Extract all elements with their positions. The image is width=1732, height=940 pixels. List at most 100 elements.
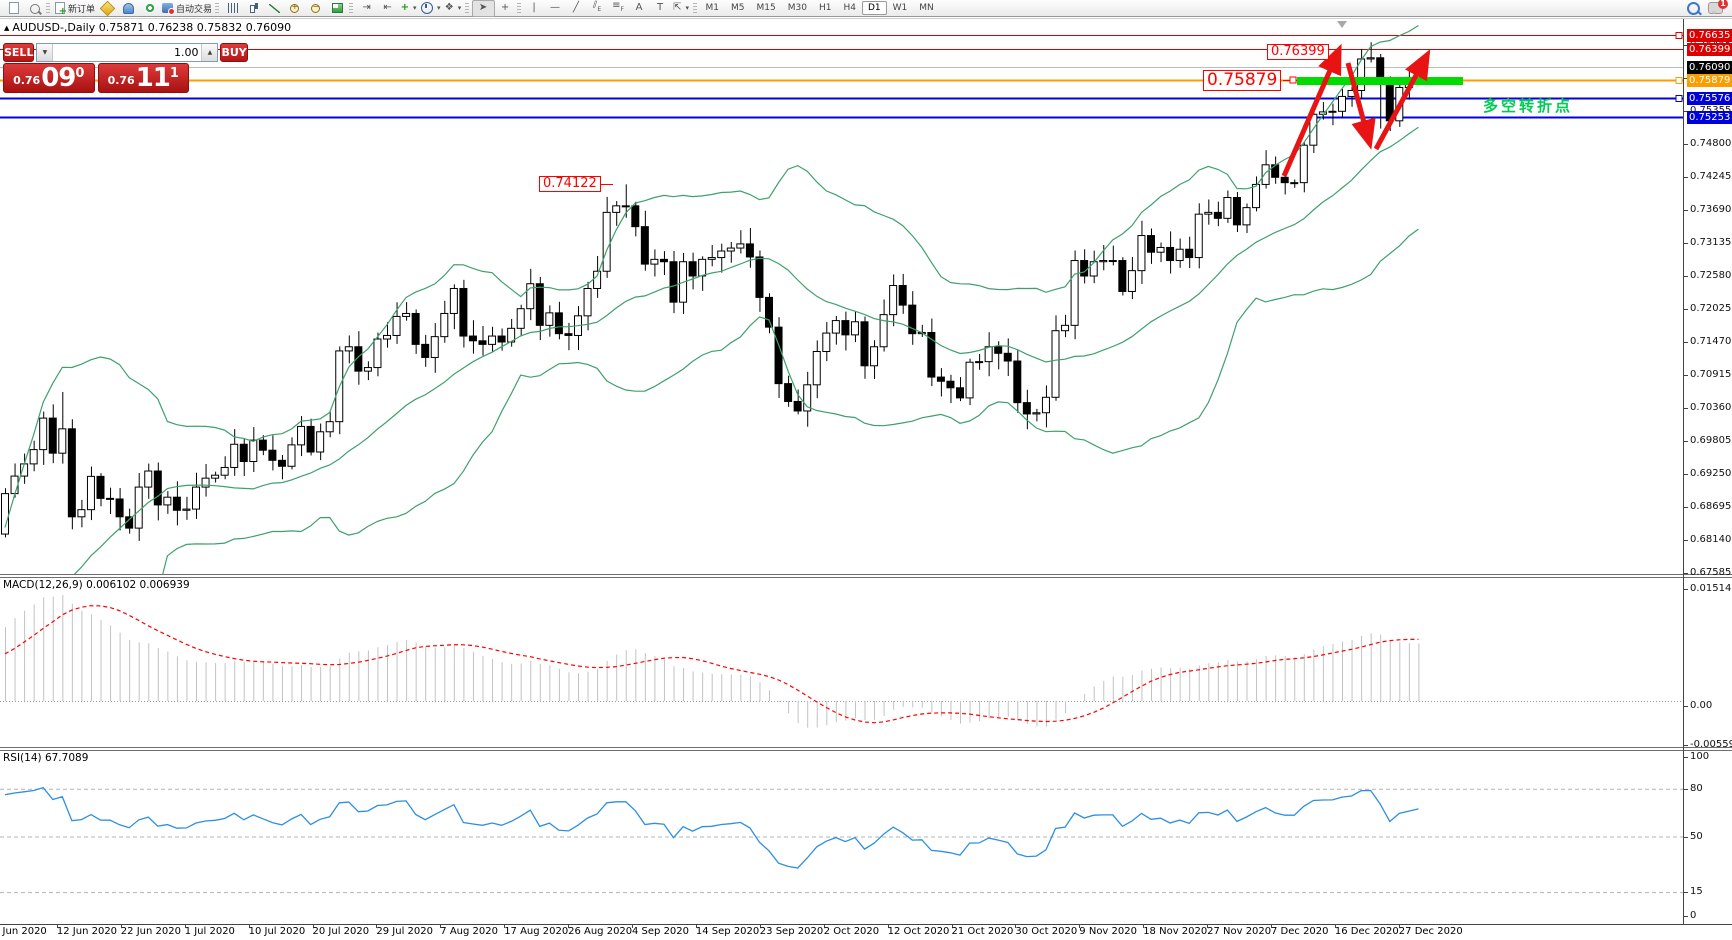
oneclick-toggle-icon[interactable]: ▲ [4,24,10,32]
fibonacci-tool-button[interactable]: ≡F [608,1,629,16]
chevron-down-icon: ▾ [437,4,441,12]
zoom-out-icon [310,2,323,14]
rsi-line [4,786,1419,869]
bollinger-bands [4,24,1419,574]
date-axis-label: 23 Sep 2020 [759,926,824,937]
timeframe-button-mn[interactable]: MN [919,3,934,13]
volume-increase-button[interactable]: ▲ [201,44,218,61]
market-watch-button[interactable] [24,1,45,16]
timeframe-button-d1[interactable]: D1 [861,1,887,15]
timeframe-button-w1[interactable]: W1 [892,3,908,13]
peak-price-label[interactable]: 0.74122 [539,176,601,192]
candlestick-icon [249,3,259,13]
turning-point-note[interactable]: 多空转折点 [1483,97,1574,115]
new-order-button[interactable]: 新订单 [53,1,97,17]
toolbar-grip [46,2,50,14]
price-axis-tick: 0.68695 [1690,500,1732,512]
volume-input[interactable] [53,44,202,61]
notifications-icon[interactable]: 1 [1708,0,1728,14]
rsi-axis-tick: 0 [1690,910,1697,921]
chart-window-button[interactable] [3,1,24,16]
date-axis-label: 21 Oct 2020 [951,926,1014,937]
vertical-line-tool-button[interactable]: | [524,1,545,16]
templates-button[interactable]: ❖ ▾ [443,1,464,16]
tile-windows-button[interactable] [327,1,348,16]
chart-styles-button[interactable] [97,0,118,16]
macd-histogram [5,594,1420,728]
toolbar-grip [215,2,220,14]
auto-scroll-button[interactable]: ⇥ [356,1,377,16]
date-axis-label: 18 Nov 2020 [1143,926,1208,937]
green-zone-rectangle[interactable] [1297,77,1463,85]
search-icon[interactable] [1687,1,1700,15]
sell-price-display[interactable]: 0.76 09 0 [3,63,95,93]
timeframe-button-m5[interactable]: M5 [731,3,745,13]
profile-icon [123,2,135,14]
main-toolbar: 新订单 自动交易 ⇥ ⇤ +▾ ▾ ❖▾ ➤ + | — ╱ ⫽E ≡F A T… [0,0,1732,17]
price-axis-tick: 0.67585 [1690,567,1732,578]
trendline-tool-button[interactable]: ╱ [566,1,587,16]
volume-decrease-button[interactable]: ▼ [37,44,54,61]
zoom-out-button[interactable] [306,1,327,16]
sell-price-sup: 0 [75,66,85,81]
toolbar-grip [516,2,521,14]
price-axis-tick: 0.74800 [1690,137,1732,149]
crosshair-tool-button[interactable]: + [495,1,516,16]
channel-tool-button[interactable]: ⫽E [587,1,608,16]
buy-price-display[interactable]: 0.76 11 1 [97,63,189,93]
horizontal-line-tool-button[interactable]: — [545,1,566,16]
rsi-axis-tick: 100 [1690,751,1710,762]
signals-button[interactable] [139,1,160,16]
resistance-price-label[interactable]: 0.76399 [1267,44,1329,60]
date-axis-label: 2 Jun 2020 [0,926,47,937]
price-level-box: 0.76635 [1687,29,1732,42]
cursor-tool-button[interactable]: ➤ [471,0,495,17]
price-axis-tick: 0.72580 [1690,269,1732,281]
text-label-tool-button[interactable]: T [650,1,671,16]
chart-shift-marker[interactable] [1337,21,1347,28]
macd-axis-tick: -0.005595 [1690,739,1732,750]
chart-symbol-header: ▲ AUDUSD-,Daily 0.75871 0.76238 0.75832 0… [4,21,291,34]
arrows-tool-icon: ⇱ [673,2,682,13]
timeframe-button-h1[interactable]: H1 [818,3,832,13]
bar-chart-mode-button[interactable] [222,1,243,16]
profile-button[interactable] [118,1,139,16]
sell-button[interactable]: SELL [3,43,35,62]
price-level-box: 0.76399 [1687,43,1732,56]
timeframe-button-h4[interactable]: H4 [843,3,856,13]
autotrade-button[interactable]: 自动交易 [160,1,214,16]
auto-scroll-icon: ⇥ [362,2,371,13]
date-axis-label: 29 Jul 2020 [376,926,433,937]
buy-button[interactable]: BUY [220,43,248,62]
date-axis-label: 2 Oct 2020 [823,926,880,937]
candle-chart-mode-button[interactable] [243,1,264,16]
red-trend-arrows[interactable] [1281,43,1431,177]
timeframe-button-m15[interactable]: M15 [756,3,776,13]
chart-shift-button[interactable]: ⇤ [377,1,398,16]
support-price-label[interactable]: 0.75879 [1203,70,1282,91]
arrows-tool-button[interactable]: ⇱ ▾ [671,1,692,16]
axis-ticks [57,45,1688,928]
sell-price-big: 09 [41,63,76,93]
price-level-box: 0.76090 [1687,61,1732,74]
add-indicator-button[interactable]: + ▾ [398,1,419,16]
price-level-box: 0.75576 [1687,92,1732,105]
clock-icon [421,2,434,14]
date-axis-label: 20 Jul 2020 [312,926,370,937]
buy-price-big: 11 [135,63,171,93]
chevron-down-icon: ▾ [685,4,689,12]
timeframe-button-m1[interactable]: M1 [705,3,720,13]
zoom-in-button[interactable] [285,1,306,16]
text-tool-button[interactable]: A [629,1,650,16]
price-level-lines [0,32,1683,185]
price-axis-tick: 0.69805 [1690,434,1732,446]
periods-button[interactable]: ▾ [419,1,443,16]
date-axis-label: 14 Sep 2020 [695,926,760,937]
market-watch-icon [29,3,40,14]
timeframe-button-m30[interactable]: M30 [787,3,807,13]
line-chart-mode-button[interactable] [264,1,285,16]
add-indicator-icon: + [400,2,409,13]
price-axis-tick: 0.75355 [1690,105,1731,116]
